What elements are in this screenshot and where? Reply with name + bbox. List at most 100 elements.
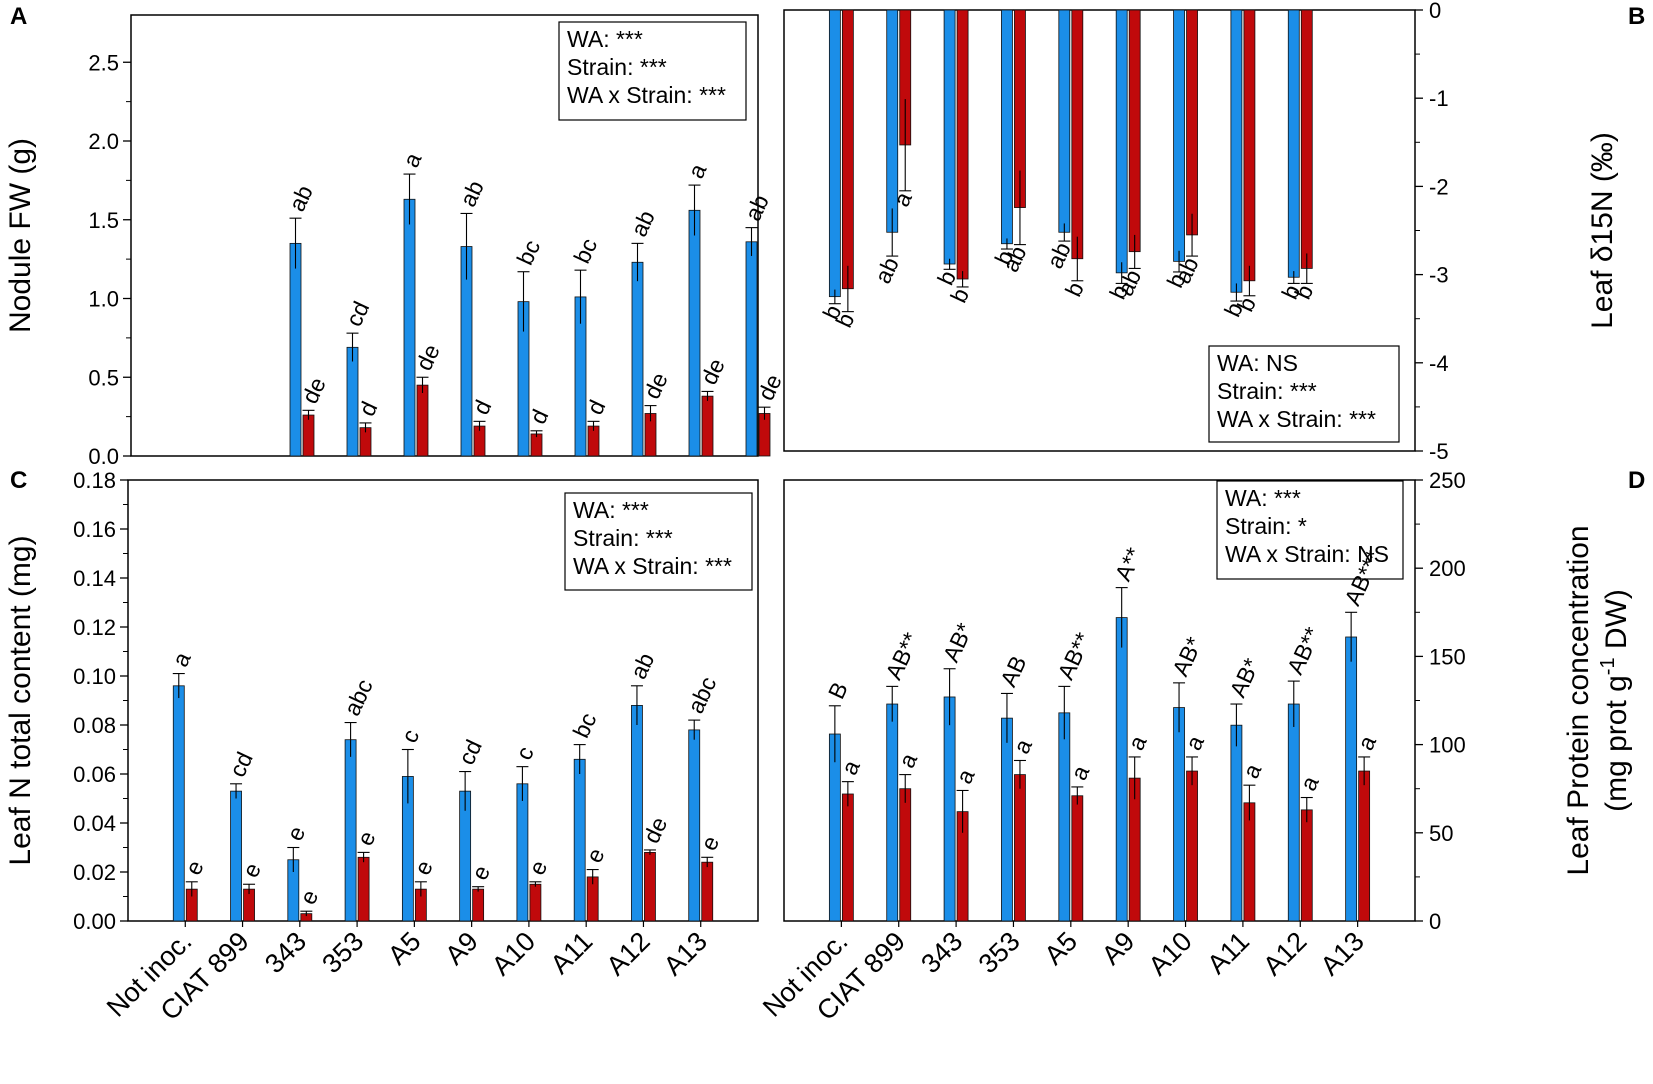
bar-red	[357, 856, 370, 922]
significance-label: ab	[283, 181, 317, 215]
y-axis-label-units: (mg prot g-1 DW)	[1597, 589, 1633, 812]
y-tick-label: 0	[1429, 909, 1441, 934]
bar-blue	[1115, 9, 1128, 274]
significance-label: AB*	[938, 619, 978, 666]
bar-red	[1128, 9, 1141, 253]
stats-line: WA x Strain: NS	[1225, 541, 1389, 567]
y-tick-label: 1.0	[88, 287, 119, 312]
panel-c: C 0.00 0.02 0.04 0.06 0.08 0.10 0.12 0.14 0.16 0.1…	[4, 467, 759, 1026]
stats-line: WA x Strain: ***	[1217, 406, 1376, 432]
bar-blue	[1287, 9, 1300, 278]
bar-red	[1243, 802, 1256, 922]
significance-label: ab	[739, 191, 773, 225]
significance-label: ab	[1041, 238, 1075, 272]
bar-red	[758, 413, 771, 457]
x-tick-label: A12	[601, 926, 656, 981]
panel-a: A 0.0 0.5 1.0 1.5 2.0 2.5 Nodule FW (g) WA: ***S…	[4, 3, 787, 469]
bar-red	[644, 852, 656, 922]
y-tick-label: 0.18	[73, 468, 116, 493]
stats-box	[558, 21, 747, 121]
bar-blue	[516, 783, 529, 922]
significance-label: abc	[339, 675, 378, 720]
bar-red	[302, 414, 315, 457]
y-tick-label: -1	[1429, 86, 1449, 111]
significance-label: abc	[682, 673, 721, 718]
y-tick-label: 100	[1429, 733, 1466, 758]
bar-red	[1071, 795, 1084, 922]
significance-label: cd	[340, 297, 374, 330]
y-tick-label: 0.00	[73, 909, 116, 934]
x-tick-label: 343	[259, 926, 312, 979]
panel-letter: B	[1628, 3, 1645, 30]
x-tick-label: A11	[1201, 926, 1255, 980]
y-axis-label: Nodule FW (g)	[4, 138, 37, 333]
bar-blue	[943, 696, 956, 922]
y-tick-label: 2.0	[88, 129, 119, 154]
significance-label: de	[695, 354, 729, 388]
significance-label: a	[167, 648, 196, 671]
y-axis-label: Leaf N total content (mg)	[4, 535, 37, 865]
bar-red	[530, 433, 543, 457]
y-tick-label: 50	[1429, 821, 1453, 846]
bar-blue	[1058, 9, 1071, 233]
significance-label: cd	[224, 748, 258, 781]
x-tick-label: A13	[658, 926, 713, 981]
significance-label: ab	[625, 649, 659, 683]
stats-box	[564, 492, 753, 591]
y-tick-label: 0.16	[73, 517, 116, 542]
y-axis-label: Leaf Protein concentration	[1562, 525, 1595, 875]
stats-line: Strain: *	[1225, 513, 1307, 539]
significance-label: AB**	[1282, 623, 1326, 678]
bar-red	[956, 9, 969, 280]
significance-label: e	[281, 822, 310, 845]
bar-blue	[886, 703, 899, 922]
bar-red	[416, 384, 429, 457]
stats-line: WA x Strain: ***	[567, 82, 726, 108]
bar-red	[701, 861, 714, 922]
x-tick-label: A5	[382, 926, 427, 971]
bar-blue	[688, 729, 701, 922]
significance-label: AB	[995, 652, 1032, 691]
bar-red	[701, 395, 714, 457]
bar-red	[472, 888, 485, 922]
stats-box	[1216, 480, 1404, 580]
y-tick-label: 0.5	[88, 365, 119, 390]
bar-blue	[573, 758, 586, 922]
stats-line: WA: ***	[573, 497, 649, 523]
significance-label: de	[410, 340, 444, 374]
panel-letter: D	[1628, 467, 1645, 494]
y-tick-label: 150	[1429, 644, 1466, 669]
y-tick-label: 0.10	[73, 664, 116, 689]
bar-blue	[403, 198, 416, 457]
significance-label: bc	[568, 234, 602, 267]
units-superscript: -1	[1597, 657, 1619, 675]
y-tick-label: 0.02	[73, 860, 116, 885]
y-tick-label: 250	[1429, 468, 1466, 493]
y-tick-label: 0.12	[73, 615, 116, 640]
bar-blue	[1230, 9, 1243, 293]
bar-blue	[172, 685, 185, 922]
bar-red	[1128, 777, 1141, 922]
panel-letter: C	[10, 467, 27, 494]
significance-label: a	[682, 159, 711, 182]
bar-red	[1014, 774, 1026, 922]
y-tick-label: 0	[1429, 0, 1441, 23]
bar-red	[1186, 9, 1198, 236]
x-tick-label: A13	[1315, 926, 1370, 981]
bar-blue	[289, 242, 302, 457]
y-axis-label: Leaf δ15N (‰)	[1586, 132, 1619, 329]
bar-blue	[1173, 9, 1185, 262]
y-tick-label: 0.04	[73, 811, 116, 836]
x-tick-label: A12	[1257, 926, 1312, 981]
bar-red	[899, 788, 912, 922]
bar-red	[1071, 9, 1084, 260]
x-tick-label: A5	[1038, 926, 1083, 971]
bar-red	[841, 793, 854, 922]
significance-label: c	[510, 742, 538, 763]
bar-blue	[1345, 636, 1358, 922]
units-part: (mg prot g	[1600, 675, 1633, 812]
significance-label: de	[638, 813, 672, 847]
y-tick-label: -5	[1429, 439, 1449, 464]
